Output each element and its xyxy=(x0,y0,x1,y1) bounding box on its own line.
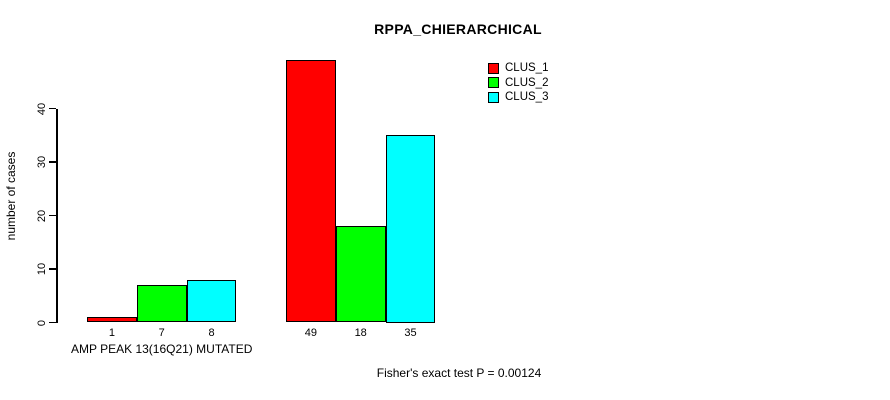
bar-clus_2-group1 xyxy=(136,285,187,323)
annotation-pvalue: Fisher's exact test P = 0.00124 xyxy=(376,366,542,380)
legend-swatch-icon xyxy=(488,77,499,89)
y-axis-label: number of cases xyxy=(4,151,18,241)
chart-title: RPPA_CHIERARCHICAL xyxy=(374,21,542,37)
bar-clus_3-group2 xyxy=(385,135,436,323)
y-tick xyxy=(49,321,56,324)
bar-clus_1-group2 xyxy=(286,60,336,323)
group-label: AMP PEAK 13(16Q21) MUTATED xyxy=(70,342,253,356)
bar-value-label: 8 xyxy=(208,327,215,339)
y-tick xyxy=(49,107,56,110)
legend-item-clus_3: CLUS_3 xyxy=(488,90,548,105)
y-tick xyxy=(49,268,56,270)
y-tick xyxy=(49,214,56,217)
bar-value-label: 49 xyxy=(304,327,318,339)
y-tick-label: 40 xyxy=(36,102,48,115)
bar-value-label: 18 xyxy=(354,327,367,339)
legend-label: CLUS_3 xyxy=(505,91,549,104)
legend-label: CLUS_1 xyxy=(505,62,549,75)
bar-value-label: 1 xyxy=(108,327,115,339)
y-tick-label: 10 xyxy=(36,262,48,276)
y-tick-label: 0 xyxy=(36,319,48,326)
bar-clus_2-group2 xyxy=(335,226,386,323)
legend-label: CLUS_2 xyxy=(505,76,549,89)
y-tick-label: 30 xyxy=(36,155,48,169)
legend-item-clus_1: CLUS_1 xyxy=(488,61,548,76)
y-axis-line xyxy=(56,109,58,323)
legend-item-clus_2: CLUS_2 xyxy=(488,76,548,91)
y-tick-label: 20 xyxy=(36,209,48,222)
legend-swatch-icon xyxy=(488,91,499,103)
y-tick xyxy=(49,161,56,163)
bar-clus_3-group1 xyxy=(186,279,237,323)
bar-value-label: 35 xyxy=(404,327,417,339)
legend-swatch-icon xyxy=(488,62,499,74)
bar-value-label: 7 xyxy=(158,327,165,339)
bar-clus_1-group1 xyxy=(87,317,137,323)
legend: CLUS_1 CLUS_2 CLUS_3 xyxy=(488,61,548,105)
